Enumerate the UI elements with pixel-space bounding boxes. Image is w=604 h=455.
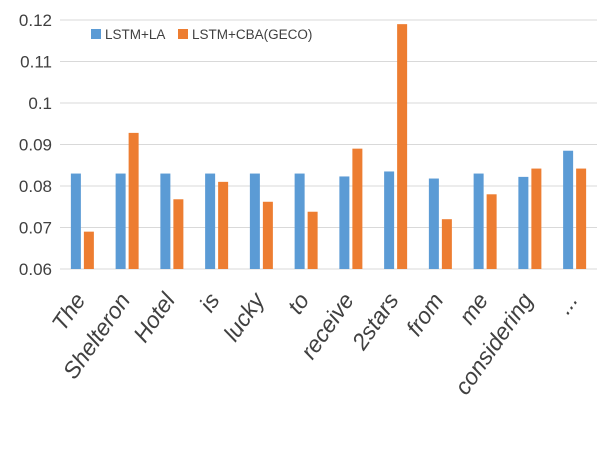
legend-label: LSTM+CBA(GECO) xyxy=(192,27,312,42)
bar-lstm-cba-geco xyxy=(486,194,497,269)
x-tick-label: 2stars xyxy=(346,288,404,355)
x-tick-label: lucky xyxy=(218,287,270,346)
bar-lstm-cba-geco xyxy=(262,201,273,269)
bar-lstm-la xyxy=(294,173,305,269)
bar-lstm-cba-geco xyxy=(218,181,229,269)
legend-swatch xyxy=(178,29,188,39)
bar-lstm-cba-geco xyxy=(128,132,139,269)
x-tick-label: me xyxy=(454,288,494,329)
legend: LSTM+LA LSTM+CBA(GECO) xyxy=(91,27,312,42)
bar-lstm-cba-geco xyxy=(352,148,363,269)
bar-lstm-la xyxy=(339,176,350,269)
x-tick-label: to xyxy=(282,288,314,319)
bar-lstm-la xyxy=(115,173,126,269)
y-tick-label: 0.1 xyxy=(28,94,52,113)
bar-lstm-la xyxy=(160,173,171,269)
bar-lstm-cba-geco xyxy=(576,168,587,269)
bar-lstm-cba-geco xyxy=(83,231,94,269)
x-tick-label: ... xyxy=(550,288,582,319)
x-tick-label: The xyxy=(46,288,90,335)
x-tick-label: from xyxy=(401,288,449,341)
bar-lstm-la xyxy=(205,173,216,269)
bar-lstm-cba-geco xyxy=(307,211,318,269)
bar-lstm-cba-geco xyxy=(173,199,184,269)
legend-swatch xyxy=(91,29,101,39)
x-tick-label: is xyxy=(194,288,225,317)
bars xyxy=(70,24,587,270)
bar-lstm-la xyxy=(384,171,395,269)
y-axis-tick-labels: 0.06 0.07 0.08 0.09 0.1 0.11 0.12 xyxy=(19,11,52,279)
bar-lstm-la xyxy=(473,173,484,269)
y-tick-label: 0.09 xyxy=(19,136,52,155)
bar-lstm-cba-geco xyxy=(441,219,452,269)
bar-lstm-la xyxy=(518,176,529,269)
gridlines xyxy=(60,19,597,270)
bar-lstm-cba-geco xyxy=(531,168,542,269)
y-tick-label: 0.12 xyxy=(19,11,52,30)
bar-lstm-cba-geco xyxy=(397,24,408,270)
y-tick-label: 0.08 xyxy=(19,177,52,196)
bar-lstm-la xyxy=(70,173,81,269)
y-tick-label: 0.07 xyxy=(19,219,52,238)
y-tick-label: 0.06 xyxy=(19,260,52,279)
x-tick-label: Hotel xyxy=(128,287,181,347)
y-tick-label: 0.11 xyxy=(20,53,52,72)
bar-lstm-la xyxy=(563,150,574,269)
legend-label: LSTM+LA xyxy=(105,27,165,42)
bar-lstm-la xyxy=(249,173,260,269)
bar-lstm-la xyxy=(428,178,439,269)
